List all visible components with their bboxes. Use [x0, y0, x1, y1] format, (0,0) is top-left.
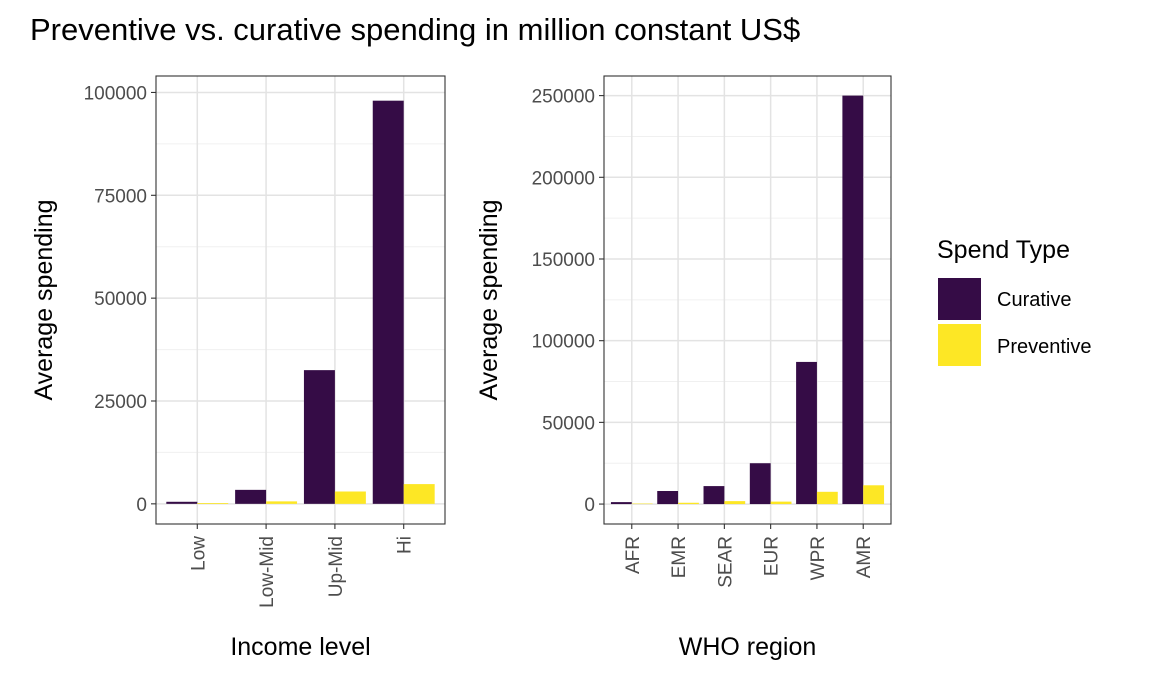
- x-axis-ticks: AFR EMR SEAR EUR WPR AMR: [623, 524, 875, 588]
- y-tick-label: 0: [136, 495, 147, 516]
- y-tick-label: 50000: [542, 413, 595, 434]
- x-axis-title: Income level: [230, 633, 370, 661]
- y-tick-label: 100000: [84, 83, 147, 104]
- x-tick-label: Up-Mid: [326, 536, 347, 597]
- bar-curative-up-mid: [303, 370, 335, 504]
- x-tick-label: Low-Mid: [257, 536, 278, 608]
- x-tick-label: AFR: [623, 536, 644, 574]
- y-tick-label: 25000: [94, 392, 147, 413]
- bar-preventive-sear: [724, 501, 746, 505]
- bar-preventive-low-mid: [266, 501, 298, 504]
- bar-curative-afr: [610, 502, 632, 505]
- x-tick-label: SEAR: [715, 536, 736, 588]
- bar-curative-hi: [372, 100, 404, 504]
- panel-border: [155, 75, 446, 525]
- y-tick-label: 50000: [94, 289, 147, 310]
- bar-curative-low: [166, 501, 198, 504]
- x-tick-label: WPR: [808, 536, 829, 580]
- bar-preventive-amr: [863, 485, 885, 505]
- y-tick-label: 250000: [532, 87, 595, 108]
- bars: [610, 95, 885, 505]
- bar-preventive-eur: [770, 501, 792, 505]
- y-axis-ticks: 0 50000 100000 150000 200000 250000: [532, 87, 604, 516]
- legend-label-curative: Curative: [997, 289, 1071, 311]
- bar-preventive-hi: [403, 484, 435, 504]
- legend-label-preventive: Preventive: [997, 336, 1092, 358]
- bar-curative-amr: [842, 95, 864, 505]
- y-tick-label: 200000: [532, 168, 595, 189]
- x-tick-label: AMR: [854, 536, 875, 578]
- y-axis-title: Average spending: [30, 199, 58, 400]
- bar-curative-low-mid: [235, 489, 267, 504]
- legend-swatch-preventive: [938, 324, 981, 366]
- x-tick-label: Low: [188, 536, 209, 571]
- x-tick-label: EUR: [762, 536, 783, 576]
- panel-border: [603, 75, 892, 525]
- bar-preventive-low: [197, 503, 229, 504]
- bar-curative-wpr: [796, 361, 817, 505]
- x-axis-ticks: Low Low-Mid Up-Mid Hi: [188, 524, 416, 608]
- panel-income-level: 0 25000 50000 75000 100000 Low Low-Mid Up-Mid H…: [30, 75, 446, 661]
- y-axis-title: Average spending: [475, 199, 503, 400]
- legend-swatch-curative: [938, 278, 981, 320]
- y-tick-label: 100000: [532, 332, 595, 353]
- y-tick-label: 150000: [532, 250, 595, 271]
- bars: [166, 100, 435, 504]
- y-axis-ticks: 0 25000 50000 75000 100000: [84, 83, 156, 516]
- legend-title: Spend Type: [937, 236, 1070, 264]
- plot-title: Preventive vs. curative spending in mill…: [30, 12, 800, 47]
- y-tick-label: 75000: [94, 186, 147, 207]
- bar-preventive-emr: [678, 502, 699, 505]
- legend: Spend Type Curative Preventive: [937, 236, 1092, 366]
- y-tick-label: 0: [584, 495, 595, 516]
- panel-who-region: 0 50000 100000 150000 200000 250000 AFR EMR SEA…: [475, 75, 892, 661]
- bar-preventive-wpr: [816, 491, 838, 505]
- x-axis-title: WHO region: [679, 633, 817, 661]
- bar-preventive-up-mid: [334, 491, 366, 504]
- x-tick-label: EMR: [669, 536, 690, 578]
- x-tick-label: Hi: [395, 536, 416, 554]
- bar-curative-sear: [703, 486, 725, 505]
- bar-curative-eur: [749, 463, 771, 505]
- bar-curative-emr: [657, 490, 679, 505]
